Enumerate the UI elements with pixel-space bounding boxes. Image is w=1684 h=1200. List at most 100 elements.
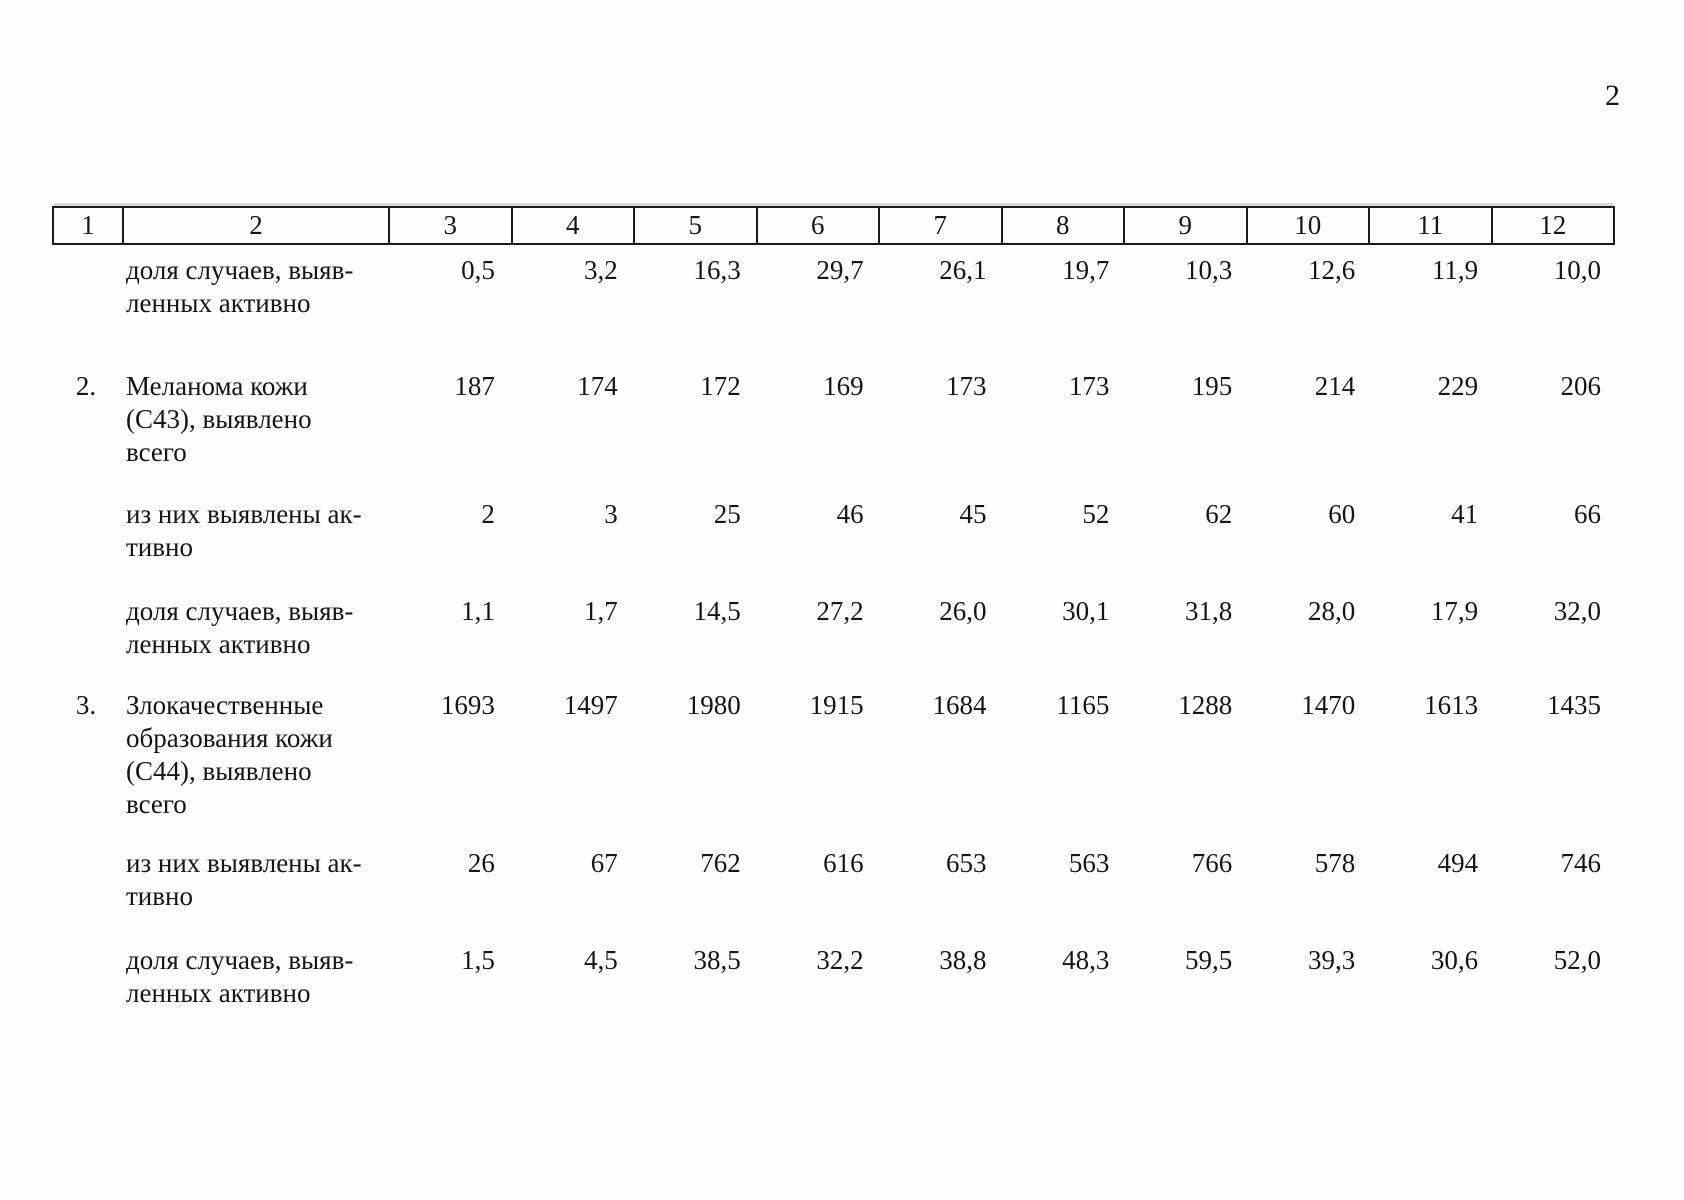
- cell-value: 41: [1451, 499, 1479, 529]
- column-number-header: 7: [878, 208, 1001, 243]
- page-number: 2: [1605, 79, 1620, 112]
- cell-value: 206: [1560, 371, 1602, 401]
- row-label-line: ленных активно: [126, 288, 311, 318]
- cell-value: 19,7: [1062, 255, 1110, 285]
- row-label-line: Меланома кожи: [126, 371, 308, 401]
- cell-value: 16,3: [693, 255, 741, 285]
- cell-value: 10,0: [1553, 255, 1601, 285]
- column-number-header: 12: [1490, 208, 1614, 243]
- cell-value: 578: [1314, 848, 1356, 878]
- cell-value: 17,9: [1430, 596, 1479, 626]
- cell-value: 174: [577, 371, 618, 401]
- cell-value: 173: [1068, 371, 1110, 401]
- cell-value: 1165: [1056, 690, 1110, 720]
- cell-value: 1,7: [584, 596, 618, 626]
- cell-value: 26: [467, 848, 495, 878]
- row-label: доля случаев, выяв-ленных активно: [120, 595, 386, 661]
- cell-value: 26,0: [939, 596, 987, 626]
- cell-value: 1,5: [461, 945, 495, 975]
- cell-value: 616: [823, 848, 864, 878]
- row-label-line: Злокачественные: [126, 690, 324, 720]
- row-number: 3.: [75, 690, 97, 720]
- cell-value: 52: [1082, 499, 1110, 529]
- row-label-line: ленных активно: [126, 978, 311, 1008]
- column-number-header: 11: [1368, 208, 1491, 243]
- row-label: из них выявлены ак-тивно: [120, 498, 386, 564]
- row-label: Злокачественные образования кожи (С44), вы…: [120, 689, 386, 821]
- cell-value: 1435: [1547, 690, 1601, 720]
- cell-value: 3,2: [584, 255, 618, 285]
- cell-value: 494: [1437, 848, 1479, 878]
- cell-value: 229: [1437, 371, 1479, 401]
- table-row: из них выявлены ак-тивно 2 3 25 46 45 52 62 60 41…: [52, 498, 1615, 564]
- cell-value: 2: [481, 499, 495, 529]
- cell-value: 30,6: [1430, 945, 1479, 975]
- table-row: доля случаев, выяв-ленных активно 1,1 1,7 1…: [52, 595, 1615, 661]
- cell-value: 27,2: [816, 596, 864, 626]
- cell-value: 1693: [440, 690, 495, 720]
- row-label-line: (С44), выявлено: [126, 756, 312, 786]
- table-column-numbering-row: 1 2 3 4 5 6 7 8 9 10 11 12: [52, 206, 1615, 245]
- row-label-line: из них выявлены ак-: [126, 499, 362, 529]
- row-label-line: всего: [126, 437, 187, 467]
- row-label-line: ленных активно: [126, 629, 311, 659]
- cell-value: 1980: [686, 690, 741, 720]
- cell-value: 1,1: [461, 596, 495, 626]
- cell-value: 762: [700, 848, 741, 878]
- row-label: доля случаев, выяв-ленных активно: [120, 254, 386, 320]
- cell-value: 39,3: [1307, 945, 1356, 975]
- row-label-line: образования кожи: [126, 723, 333, 753]
- cell-value: 563: [1068, 848, 1110, 878]
- column-number-header: 9: [1123, 208, 1246, 243]
- cell-value: 653: [946, 848, 987, 878]
- cell-value: 173: [946, 371, 987, 401]
- cell-value: 1470: [1301, 690, 1356, 720]
- cell-value: 60: [1328, 499, 1356, 529]
- cell-value: 766: [1191, 848, 1233, 878]
- row-label-line: доля случаев, выяв-: [126, 945, 354, 975]
- row-label-line: из них выявлены ак-: [126, 848, 362, 878]
- cell-value: 31,8: [1185, 596, 1233, 626]
- column-number-header: 8: [1000, 208, 1124, 243]
- cell-value: 38,8: [939, 945, 987, 975]
- row-number: 2.: [75, 371, 97, 401]
- row-label-line: доля случаев, выяв-: [126, 596, 354, 626]
- cell-value: 1684: [932, 690, 987, 720]
- cell-value: 0,5: [461, 255, 495, 285]
- table-body: доля случаев, выяв-ленных активно 0,5 3,2 1…: [52, 254, 1615, 1010]
- cell-value: 4,5: [584, 945, 618, 975]
- cell-value: 1613: [1424, 690, 1479, 720]
- table-row: 3. Злокачественные образования кожи (С44), …: [52, 689, 1615, 821]
- row-label-line: всего: [126, 789, 187, 819]
- row-label-line: (С43), выявлено: [126, 404, 312, 434]
- cell-value: 214: [1314, 371, 1356, 401]
- row-label: из них выявлены ак-тивно: [120, 847, 386, 913]
- cell-value: 46: [836, 499, 864, 529]
- cell-value: 59,5: [1185, 945, 1233, 975]
- cell-value: 67: [590, 848, 618, 878]
- table-row: доля случаев, выяв-ленных активно 1,5 4,5 3…: [52, 944, 1615, 1010]
- table-row: из них выявлены ак-тивно 26 67 762 616 653 563…: [52, 847, 1615, 913]
- cell-value: 1915: [809, 690, 864, 720]
- column-number-header: 5: [633, 208, 756, 243]
- table-row: 2. Меланома кожи (С43), выявлено всего 187 17…: [52, 370, 1615, 469]
- cell-value: 48,3: [1062, 945, 1110, 975]
- column-number-header: 10: [1245, 208, 1369, 243]
- cell-value: 3: [604, 499, 618, 529]
- column-number-header: 1: [81, 210, 95, 240]
- cell-value: 52,0: [1553, 945, 1601, 975]
- cell-value: 28,0: [1307, 596, 1356, 626]
- cell-value: 11,9: [1431, 255, 1479, 285]
- cell-value: 26,1: [939, 255, 987, 285]
- cell-value: 32,0: [1553, 596, 1601, 626]
- column-number-header: 3: [388, 208, 511, 243]
- table-row: доля случаев, выяв-ленных активно 0,5 3,2 1…: [52, 254, 1615, 320]
- column-number-header: 4: [510, 208, 634, 243]
- cell-value: 25: [713, 499, 741, 529]
- row-label: доля случаев, выяв-ленных активно: [120, 944, 386, 1010]
- cell-value: 10,3: [1185, 255, 1233, 285]
- cell-value: 169: [823, 371, 864, 401]
- cell-value: 1497: [563, 690, 618, 720]
- cell-value: 187: [454, 371, 495, 401]
